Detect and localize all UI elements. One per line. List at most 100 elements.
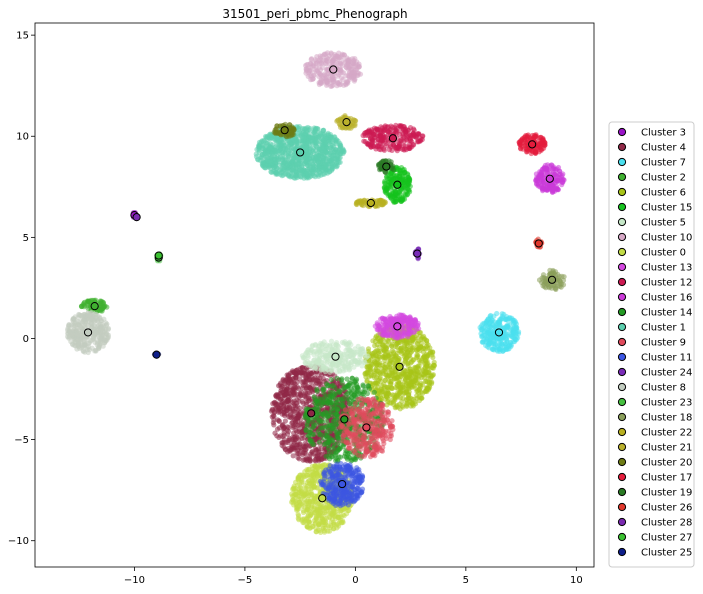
- data-point: [429, 380, 435, 387]
- data-point: [303, 385, 309, 391]
- data-point: [282, 392, 288, 398]
- data-point: [300, 355, 306, 361]
- data-point: [313, 64, 319, 70]
- data-point: [295, 451, 301, 457]
- data-point: [310, 424, 316, 430]
- data-point: [295, 477, 301, 483]
- data-point: [300, 400, 306, 406]
- data-point: [312, 458, 319, 464]
- data-point: [325, 382, 331, 389]
- data-point: [315, 527, 321, 533]
- data-point: [325, 367, 331, 373]
- data-point: [313, 513, 319, 519]
- data-point: [411, 127, 417, 133]
- data-point: [383, 143, 389, 149]
- data-point: [407, 331, 413, 337]
- data-point: [322, 505, 328, 511]
- data-point: [424, 340, 430, 346]
- data-point: [391, 349, 397, 355]
- data-point: [382, 361, 388, 367]
- data-point: [533, 177, 539, 183]
- data-point: [327, 435, 333, 441]
- data-point: [320, 525, 326, 531]
- data-point: [538, 169, 544, 175]
- data-point: [391, 401, 397, 407]
- data-point: [302, 447, 308, 453]
- data-point: [397, 173, 403, 179]
- data-point: [289, 420, 295, 426]
- data-point: [297, 405, 303, 411]
- data-point: [345, 57, 351, 63]
- data-point: [411, 357, 417, 363]
- data-point: [509, 315, 515, 321]
- data-point: [328, 523, 334, 529]
- data-point: [320, 65, 326, 71]
- data-point: [338, 402, 344, 408]
- data-point: [477, 324, 483, 331]
- data-point: [321, 462, 327, 468]
- data-point: [308, 77, 314, 83]
- data-point: [403, 340, 410, 347]
- data-point: [410, 142, 416, 148]
- data-point: [351, 74, 357, 80]
- data-point: [313, 342, 319, 348]
- data-point: [325, 442, 331, 448]
- data-point: [336, 388, 342, 394]
- data-point: [288, 447, 294, 453]
- data-point: [491, 338, 497, 344]
- data-point: [555, 187, 561, 193]
- data-point: [289, 376, 295, 382]
- data-point: [328, 377, 334, 383]
- data-point: [326, 399, 332, 405]
- data-point: [495, 348, 501, 354]
- data-point: [293, 491, 299, 497]
- data-point: [429, 352, 435, 358]
- data-point: [402, 378, 408, 384]
- data-point: [515, 335, 521, 341]
- data-point: [271, 422, 277, 428]
- data-point: [507, 342, 513, 348]
- data-point: [351, 349, 357, 355]
- data-point: [345, 347, 351, 353]
- data-point: [270, 407, 276, 413]
- data-point: [321, 359, 327, 365]
- data-point: [327, 510, 333, 516]
- data-point: [376, 133, 382, 139]
- data-point: [284, 376, 290, 382]
- data-point: [382, 138, 388, 144]
- data-point: [503, 346, 509, 352]
- data-point: [417, 373, 423, 379]
- data-point: [312, 499, 318, 505]
- data-point: [315, 420, 321, 426]
- data-point: [514, 325, 520, 331]
- data-point: [321, 519, 327, 526]
- data-point: [345, 62, 351, 68]
- data-point: [314, 359, 320, 366]
- data-point: [297, 422, 303, 428]
- data-point: [554, 166, 560, 172]
- data-point: [357, 354, 363, 360]
- data-point: [421, 333, 427, 339]
- data-point: [337, 358, 343, 364]
- data-point: [366, 374, 372, 380]
- data-point: [382, 327, 388, 334]
- data-point: [388, 358, 394, 364]
- data-point: [366, 386, 372, 392]
- data-point: [412, 317, 418, 323]
- data-point: [378, 389, 384, 395]
- data-point: [314, 377, 320, 383]
- data-point: [422, 354, 428, 360]
- data-point: [340, 386, 346, 392]
- data-point: [490, 322, 496, 328]
- data-point: [320, 425, 326, 431]
- data-point: [354, 361, 360, 368]
- data-point: [400, 313, 406, 320]
- data-point: [280, 421, 286, 428]
- data-point: [370, 139, 376, 145]
- data-point: [481, 332, 487, 338]
- data-point: [334, 375, 340, 381]
- data-point: [308, 56, 314, 63]
- data-point: [337, 508, 343, 514]
- data-point: [404, 134, 410, 140]
- data-point: [546, 185, 552, 191]
